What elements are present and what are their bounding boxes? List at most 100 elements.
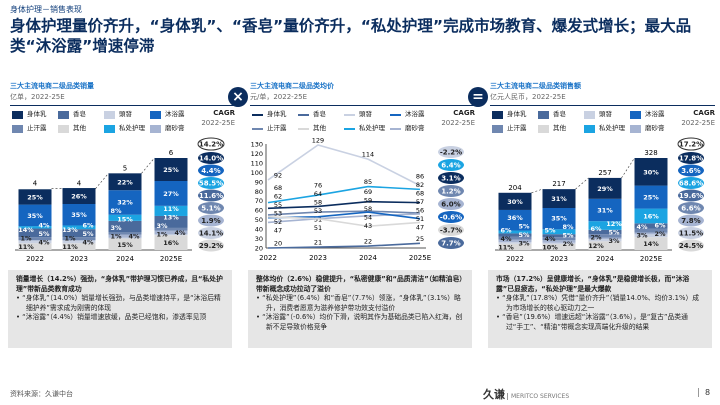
bar-segment-頭發 [498, 241, 532, 244]
segment-label: 8% [562, 223, 574, 231]
cagr-value: 14.0% [199, 155, 223, 163]
line-path [267, 210, 421, 216]
segment-label: 30% [507, 198, 523, 206]
cagr-bubble-身体乳: 14.0% [198, 152, 224, 164]
legend-item: 磨砂膏 [390, 124, 436, 133]
legend-swatch [104, 110, 115, 119]
line-series-身体乳: 62 64 69 68 [267, 188, 424, 210]
segment-label: 25% [27, 193, 43, 201]
cagr-bubble-頭發: 14.1% [198, 227, 224, 239]
legend: 身体乳 香皂 頭發 沐浴露 止汗露 其他 私处护理 磨砂膏 [252, 110, 436, 133]
bar-segment-身体乳 [18, 189, 52, 205]
legend-label: 香皂 [73, 110, 86, 118]
segment-label: 6% [654, 221, 666, 229]
cagr-value: 24.5% [679, 242, 703, 250]
segment-label: 16% [643, 212, 659, 220]
connector-line [621, 157, 635, 179]
price-chart-panel: 三大主流电商二级品类均价 元/单，2022-25E 身体乳 香皂 頭發 沐浴露 止汗露 其… [250, 82, 475, 268]
point-label: 57 [416, 198, 424, 206]
bar-segment-沐浴露 [62, 204, 96, 226]
point-label: 86 [416, 173, 424, 181]
bar-segment-其他 [154, 235, 188, 250]
line-series-止汗露: 55 58 59 57 [267, 196, 424, 216]
bar-segment-私处护理 [108, 214, 142, 221]
legend-item: 其他 [58, 124, 104, 133]
bar-segment-香皂 [108, 220, 142, 233]
bar-segment-其他 [588, 241, 622, 250]
cagr-header: CAGR 2022-25E [681, 109, 715, 127]
bar-2024: 12% 3% 2% 5% 6% 12% 31% 29% 257 [588, 169, 622, 250]
note-heading: 销量增长（14.2%）强劲，“身体乳”带护理习惯已养成，且“私处护理”带新品类教… [16, 275, 223, 293]
legend-item: 沐浴露 [150, 110, 196, 119]
segment-label: 32% [117, 198, 133, 206]
point-label: 76 [314, 182, 322, 190]
bar-segment-身体乳 [588, 177, 622, 199]
segment-label: 35% [71, 211, 87, 219]
segment-label: 4% [544, 235, 556, 243]
note-heading: 整体均价（2.6%）稳健提升，“私密健康”和“品质清洁”（如精油皂）带新概念成功… [256, 275, 463, 293]
segment-label: 14% [18, 226, 34, 234]
legend-label: 私处护理 [119, 124, 145, 132]
bar-2022: 11% 4% 1% 5% 14% 4% 35% 25% 4 [18, 180, 52, 251]
legend-label: 磨砂膏 [405, 124, 425, 132]
bar-segment-頭發 [634, 234, 668, 238]
segment-label: 4% [38, 239, 50, 247]
x-tick-label: 2022 [506, 255, 524, 263]
cagr-bubble-香皂: 19.6% [678, 189, 704, 202]
segment-label: 31% [551, 195, 567, 203]
legend-swatch [344, 127, 355, 130]
segment-label: 27% [163, 190, 179, 198]
bar-2022: 11%3%4%5%6%5%36%30%204 [498, 184, 532, 251]
cagr-bubble-香皂: 7.7% [438, 237, 464, 249]
legend-item: 其他 [538, 124, 584, 133]
bar-segment-香皂 [634, 223, 668, 229]
bar-segment-香皂 [154, 215, 188, 228]
segment-label: 4% [38, 222, 50, 230]
y-tick-label: 90 [255, 178, 263, 186]
bar-segment-沐浴露 [634, 185, 668, 209]
segment-label: 1% [110, 232, 122, 240]
cagr-bubble-身体乳: 17.8% [678, 152, 704, 164]
y-tick-label: 130 [251, 141, 263, 149]
bar-segment-私处护理 [154, 205, 188, 216]
legend: 身体乳 香皂 頭發 沐浴露 止汗露 其他 私处护理 磨砂膏 [492, 110, 676, 133]
legend-swatch [538, 110, 549, 119]
cagr-bubble-沐浴露: 4.4% [198, 164, 224, 177]
legend-item: 身体乳 [252, 110, 298, 119]
note-bullet: “香皂”（19.6%）增速远超“沐浴露”（3.6%），是“复古”品类通过“手工”… [496, 313, 704, 332]
bar-segment-其他 [62, 243, 96, 250]
legend-item: 止汗露 [492, 124, 538, 133]
legend-swatch [584, 124, 595, 133]
cagr-bubble-total: 14.2% [197, 137, 225, 151]
legend-label: 頭發 [599, 110, 612, 118]
bar-segment-磨砂膏 [542, 240, 576, 243]
point-label: 51 [416, 215, 424, 223]
segment-label: 10% [542, 243, 558, 251]
bar-segment-頭發 [588, 239, 622, 242]
bar-2023: 10% 2%4% 5%5% 8%35%31%217 [542, 180, 576, 251]
legend-item: 身体乳 [12, 110, 58, 119]
cagr-bubble-磨砂膏: 6.0% [438, 198, 464, 210]
legend-label: 身体乳 [27, 110, 47, 118]
connector-line [531, 188, 543, 194]
bar-segment-頭發 [108, 237, 142, 239]
legend-label: 磨砂膏 [645, 124, 665, 132]
cagr-bubble-其他: -3.7% [438, 224, 464, 236]
segment-label: 5% [518, 231, 530, 239]
legend-swatch [630, 124, 641, 133]
chart-title: 三大主流电商二级品类销量 [10, 82, 94, 90]
segment-label: 8% [110, 207, 122, 215]
bar-2025E: 14%3% 2% 4% 6%16% 25% 30% 328 [634, 149, 668, 250]
segment-label: 6% [82, 222, 94, 230]
legend-label: 止汗露 [507, 124, 527, 132]
bar-segment-止汗露 [108, 232, 142, 235]
cagr-value: 29.2% [199, 242, 223, 250]
point-label: 58 [314, 199, 322, 207]
point-label: 129 [312, 137, 324, 145]
legend-swatch [150, 110, 161, 119]
point-label: 53 [314, 207, 322, 215]
cagr-bubble-私处护理: 58.5% [198, 177, 224, 189]
legend-swatch [58, 110, 69, 119]
segment-label: 2% [654, 230, 666, 238]
